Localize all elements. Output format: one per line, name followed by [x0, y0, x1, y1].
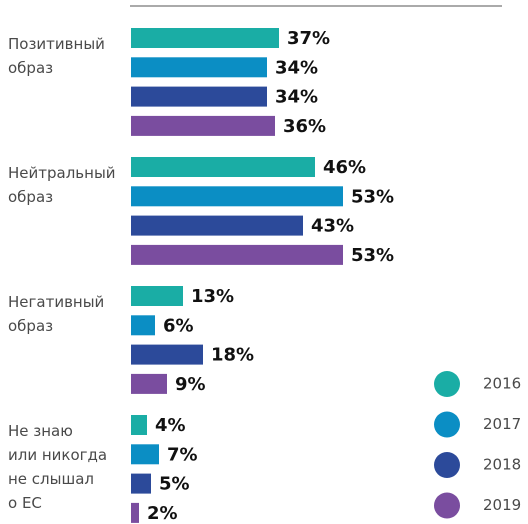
bar	[131, 286, 183, 306]
value-label: 9%	[175, 374, 206, 395]
value-label: 53%	[351, 245, 394, 266]
bar	[131, 186, 343, 207]
bar	[131, 86, 267, 107]
legend-swatch	[434, 452, 460, 478]
value-label: 2%	[147, 503, 178, 524]
legend-swatch	[434, 492, 460, 519]
legend-label: 2017	[483, 415, 521, 433]
value-label: 13%	[191, 286, 234, 307]
bar	[131, 244, 343, 265]
bar	[131, 473, 151, 494]
category-label: Не знаю или никогда не слышал о ЕС	[8, 422, 107, 512]
value-label: 43%	[311, 216, 354, 237]
bar	[131, 215, 303, 236]
legend-label: 2019	[483, 496, 521, 514]
value-label: 7%	[167, 444, 198, 465]
legend-swatch	[434, 371, 460, 397]
value-label: 36%	[283, 116, 326, 137]
bar	[131, 444, 159, 465]
category-label: Позитивный образ	[8, 35, 105, 77]
value-label: 37%	[287, 28, 330, 49]
value-label: 46%	[323, 157, 366, 178]
value-label: 6%	[163, 315, 194, 336]
bar	[131, 157, 315, 177]
legend-label: 2016	[483, 375, 521, 393]
value-label: 5%	[159, 474, 190, 495]
legend-label: 2018	[483, 456, 521, 474]
category-label: Нейтральный образ	[8, 164, 116, 206]
value-label: 53%	[351, 186, 394, 207]
value-label: 34%	[275, 87, 318, 108]
legend-swatch	[434, 411, 460, 438]
bar	[131, 344, 203, 365]
value-label: 34%	[275, 57, 318, 78]
bar	[131, 115, 275, 136]
bar	[131, 373, 167, 394]
bar	[131, 57, 267, 78]
value-label: 4%	[155, 415, 186, 436]
value-label: 18%	[211, 345, 254, 366]
bar	[131, 502, 139, 523]
bar	[131, 415, 147, 435]
category-label: Негативный образ	[8, 293, 104, 335]
bar	[131, 28, 279, 48]
bar	[131, 315, 155, 336]
